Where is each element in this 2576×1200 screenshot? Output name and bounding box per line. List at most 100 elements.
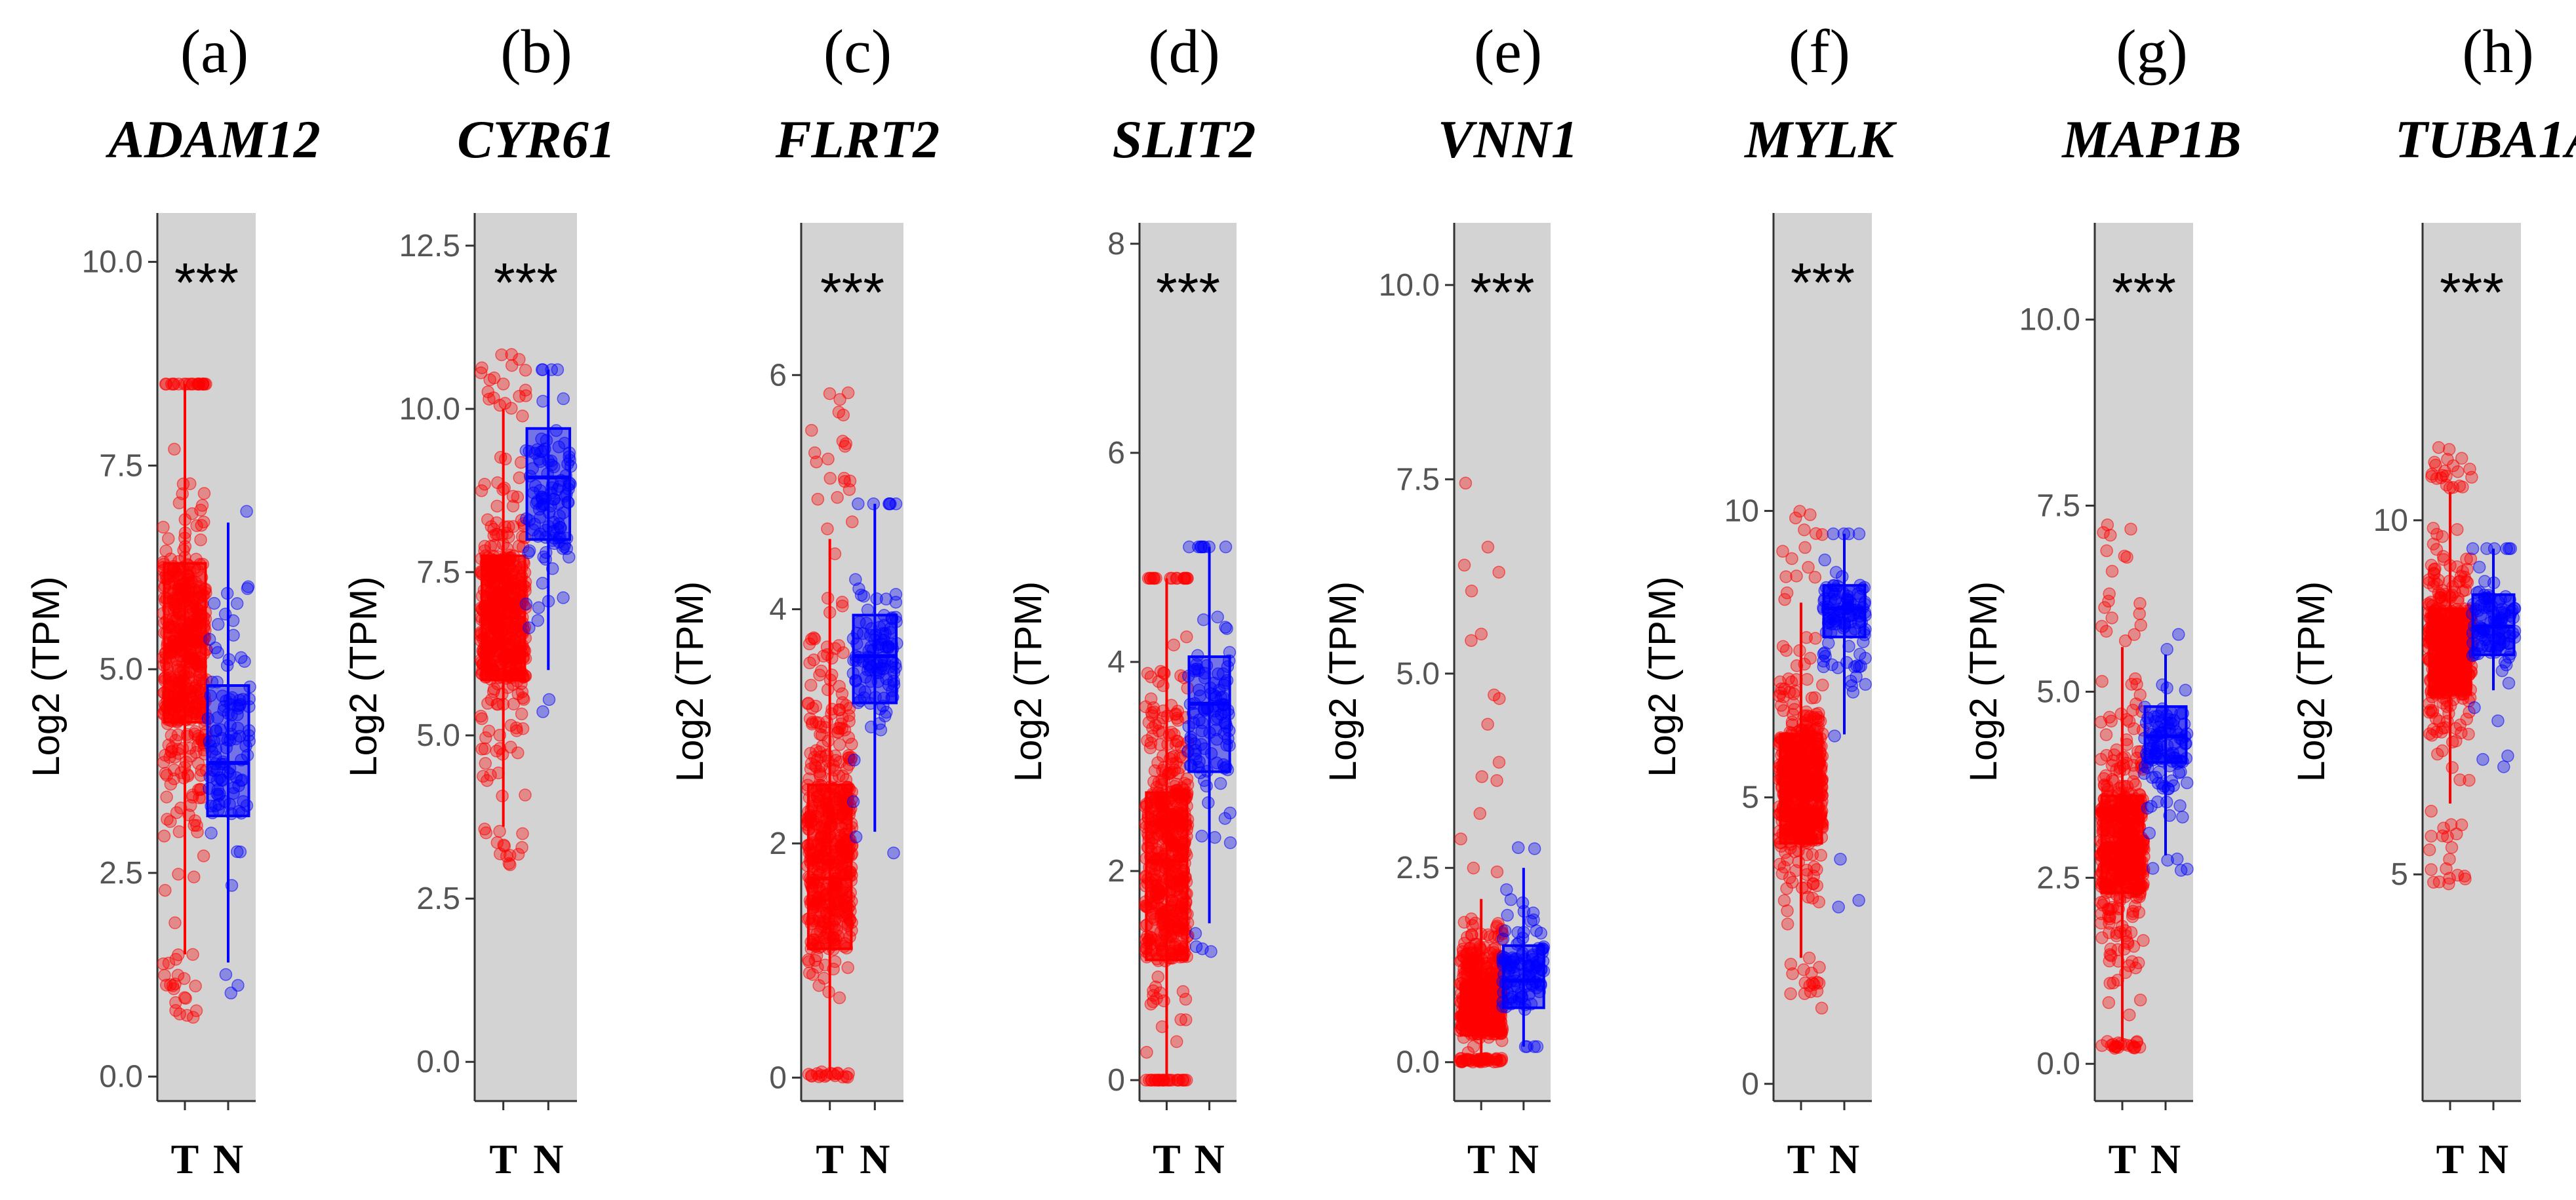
- data-point: [1176, 985, 1190, 998]
- data-point: [490, 516, 504, 530]
- y-tick-label: 0: [769, 1060, 787, 1095]
- data-point: [1174, 1013, 1187, 1026]
- data-point: [820, 640, 834, 653]
- data-point: [1793, 644, 1806, 657]
- data-point: [1465, 912, 1478, 925]
- data-point: [2100, 544, 2113, 558]
- data-point: [1492, 756, 1506, 769]
- data-point: [2111, 1041, 2125, 1055]
- x-tick-label: N: [1194, 1136, 1224, 1182]
- data-point: [1492, 566, 1505, 579]
- data-point: [836, 435, 850, 448]
- data-point: [2425, 804, 2438, 818]
- data-point: [1777, 894, 1791, 907]
- gene-title: MYLK: [1743, 109, 1897, 169]
- data-point: [1790, 570, 1803, 583]
- data-point: [1780, 882, 1793, 895]
- data-point: [1816, 678, 1829, 692]
- data-point: [836, 599, 849, 613]
- data-point: [821, 592, 835, 605]
- data-point: [523, 544, 536, 558]
- data-point: [197, 377, 210, 391]
- data-point: [821, 683, 835, 697]
- data-point: [1776, 640, 1790, 653]
- data-point: [1500, 883, 1513, 897]
- data-point: [1162, 1074, 1176, 1087]
- data-point: [241, 580, 255, 594]
- data-point: [158, 969, 171, 982]
- y-tick-label: 10.0: [1379, 268, 1440, 303]
- data-point: [1473, 807, 1486, 821]
- data-point: [1785, 675, 1798, 689]
- data-point: [1143, 571, 1157, 585]
- panel-letter: (e): [1474, 18, 1542, 86]
- data-point: [2432, 441, 2446, 454]
- data-point: [849, 830, 863, 843]
- data-point: [507, 697, 521, 711]
- data-point: [813, 668, 826, 682]
- data-point: [497, 838, 511, 852]
- box-N: [852, 613, 898, 705]
- data-point: [170, 653, 184, 667]
- data-point: [833, 393, 846, 406]
- data-point: [1484, 946, 1497, 959]
- data-point: [2425, 830, 2438, 843]
- data-point: [2451, 868, 2465, 882]
- data-point: [1832, 900, 1845, 914]
- gene-title: SLIT2: [1113, 109, 1256, 169]
- gene-title: TUBA1A: [2395, 109, 2576, 169]
- data-point: [2105, 564, 2119, 578]
- data-point: [491, 476, 504, 490]
- data-point: [1211, 610, 1224, 624]
- data-point: [2126, 955, 2139, 968]
- data-point: [1511, 926, 1524, 939]
- data-point: [159, 377, 172, 391]
- panel-letter: (f): [1789, 18, 1850, 86]
- data-point: [211, 617, 225, 631]
- panel-letter: (g): [2116, 18, 2188, 86]
- y-tick-label: 7.5: [1396, 462, 1440, 497]
- data-point: [2126, 703, 2139, 717]
- data-point: [2118, 634, 2132, 648]
- data-point: [2133, 597, 2147, 610]
- data-point: [1488, 1055, 1501, 1069]
- significance-label: ***: [2112, 261, 2176, 323]
- data-point: [211, 783, 225, 796]
- data-point: [1170, 1035, 1183, 1049]
- data-point: [157, 957, 170, 971]
- data-point: [1196, 942, 1209, 956]
- data-point: [2128, 899, 2142, 913]
- data-point: [505, 402, 518, 415]
- data-point: [214, 723, 228, 737]
- data-point: [169, 566, 182, 579]
- data-point: [219, 968, 233, 981]
- data-point: [1802, 951, 1816, 965]
- data-point: [168, 977, 182, 991]
- data-point: [188, 814, 202, 828]
- y-tick-label: 10.0: [2019, 303, 2080, 338]
- gene-title: MAP1B: [2061, 109, 2241, 169]
- data-point: [809, 699, 823, 713]
- data-point: [1806, 848, 1819, 861]
- data-point: [813, 745, 827, 758]
- data-point: [531, 614, 545, 627]
- data-point: [2450, 560, 2464, 573]
- data-point: [1780, 586, 1794, 600]
- data-point: [188, 870, 201, 883]
- data-point: [235, 651, 248, 665]
- data-point: [838, 724, 852, 737]
- data-point: [1815, 1001, 1829, 1015]
- data-point: [194, 533, 207, 547]
- data-point: [2124, 522, 2137, 536]
- data-point: [845, 515, 859, 528]
- data-point: [197, 515, 210, 529]
- panel-letter: (c): [823, 18, 892, 86]
- data-point: [838, 474, 852, 488]
- y-tick-label: 6: [1107, 436, 1125, 471]
- data-point: [157, 756, 170, 769]
- data-point: [1220, 622, 1233, 635]
- data-point: [2160, 643, 2173, 656]
- data-point: [1806, 891, 1819, 905]
- data-point: [177, 674, 190, 687]
- data-point: [1808, 691, 1821, 705]
